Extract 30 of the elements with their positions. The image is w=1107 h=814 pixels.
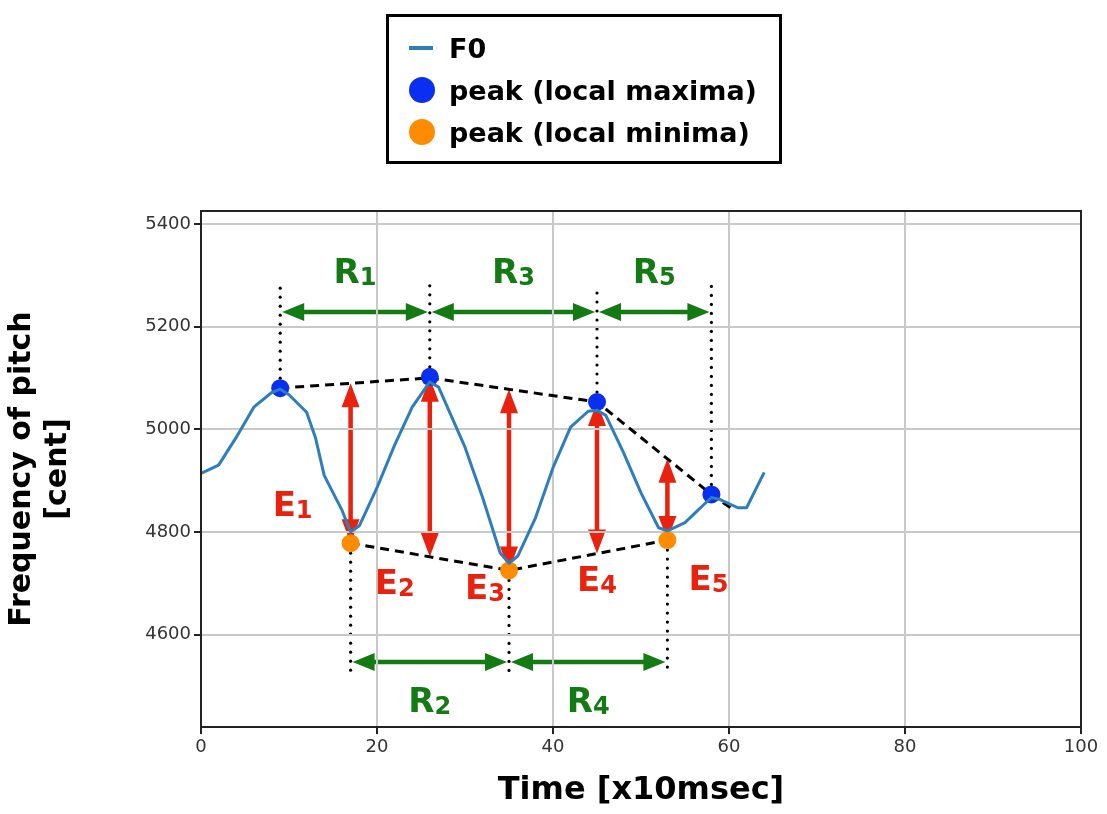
annotation: E$_{4}$ xyxy=(577,558,617,599)
annotation: E$_{2}$ xyxy=(374,561,415,602)
point xyxy=(588,393,606,411)
annotation: E$_{5}$ xyxy=(688,557,729,598)
annotation: R$_{4}$ xyxy=(566,679,610,720)
y-tick-label: 5000 xyxy=(145,416,191,438)
legend-label: peak (local minima) xyxy=(449,116,750,148)
x-tick-label: 80 xyxy=(893,735,917,757)
annotation: R$_{3}$ xyxy=(491,250,535,291)
x-tick-label: 40 xyxy=(541,735,565,757)
y-tick-label: 4600 xyxy=(145,622,191,644)
point xyxy=(500,561,518,580)
y-axis-title: Frequency of pitch [cent] xyxy=(1,311,73,627)
legend-label: F0 xyxy=(449,32,487,64)
annotation: R$_{2}$ xyxy=(408,679,452,720)
x-tick-label: 100 xyxy=(1063,735,1099,757)
annotation: E$_{3}$ xyxy=(465,566,505,607)
point xyxy=(341,534,360,553)
x-tick-label: 0 xyxy=(195,735,207,757)
point xyxy=(658,531,677,550)
x-tick-label: 60 xyxy=(717,735,741,757)
x-axis-title: Time [x10msec] xyxy=(497,769,785,808)
y-tick-label: 4800 xyxy=(145,519,191,541)
annotation: R$_{5}$ xyxy=(632,250,676,291)
x-tick-label: 20 xyxy=(365,735,389,757)
y-tick-label: 5400 xyxy=(145,211,191,233)
legend-label: peak (local maxima) xyxy=(449,74,757,106)
annotation: E$_{1}$ xyxy=(272,483,313,524)
y-tick-label: 5200 xyxy=(145,314,191,336)
annotation: R$_{1}$ xyxy=(333,250,377,291)
